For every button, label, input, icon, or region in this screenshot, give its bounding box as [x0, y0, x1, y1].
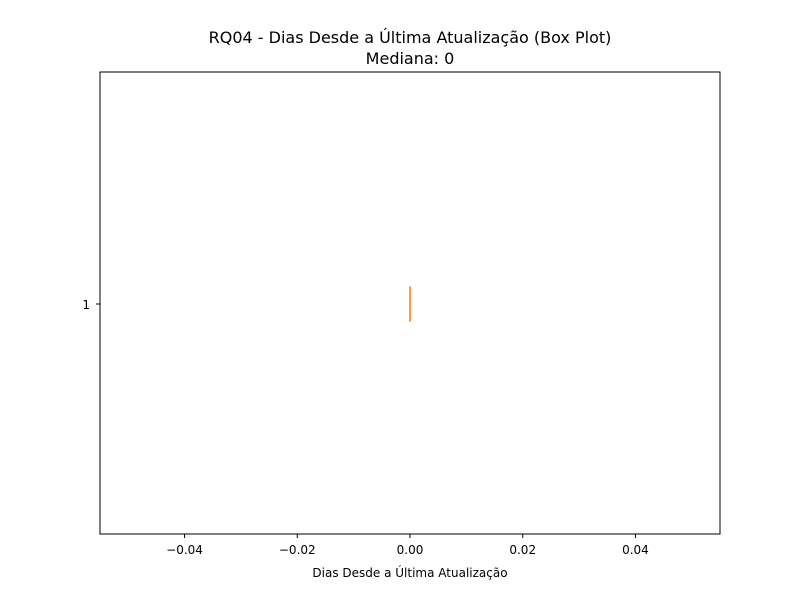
chart-subtitle: Mediana: 0	[366, 49, 455, 68]
x-axis-ticks: −0.04 −0.02 0.00 0.02 0.04	[166, 534, 649, 557]
x-tick-label: −0.04	[166, 543, 203, 557]
x-axis-label: Dias Desde a Última Atualização	[312, 565, 507, 580]
y-tick-label: 1	[82, 298, 90, 312]
x-tick-label: 0.04	[622, 543, 649, 557]
y-axis-ticks: 1	[82, 298, 100, 312]
x-tick-label: −0.02	[279, 543, 316, 557]
x-tick-label: 0.02	[509, 543, 536, 557]
x-tick-label: 0.00	[397, 543, 424, 557]
chart-title: RQ04 - Dias Desde a Última Atualização (…	[209, 28, 612, 47]
